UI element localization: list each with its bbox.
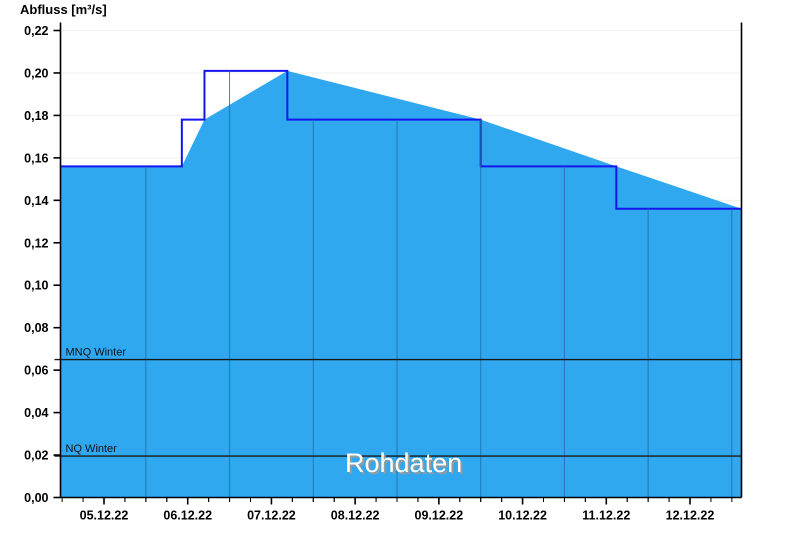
day-separator-lines (145, 70, 733, 498)
reference-line-labels: MNQ Winter NQ Winter (66, 347, 127, 456)
series-area-abfluss (60, 69, 742, 498)
watermark-shadow-text: Rohdaten (347, 450, 464, 480)
reference-lines (54, 358, 742, 457)
x-axis-tick-label: 10.12.22 (498, 509, 547, 523)
chart-title: Abfluss [m³/s] (20, 2, 107, 17)
y-axis-tick-label: 0,22 (24, 24, 48, 38)
y-axis-tick-label: 0,02 (24, 449, 48, 463)
axes (59, 22, 743, 499)
x-axis-tick-label: 05.12.22 (80, 509, 129, 523)
y-axis-tick-label: 0,12 (24, 236, 48, 250)
y-axis-tick-label: 0,06 (24, 364, 48, 378)
y-axis-tick-label: 0,14 (24, 194, 48, 208)
y-axis-tick-label: 0,08 (24, 321, 48, 335)
y-axis-tick-label: 0,20 (24, 66, 48, 80)
y-axis-tick-label: 0,10 (24, 279, 48, 293)
x-axis-tick-label: 06.12.22 (163, 509, 212, 523)
y-axis-tick-label: 0,16 (24, 151, 48, 165)
y-axis-tick-label: 0,00 (24, 491, 48, 505)
x-axis-tick-label: 07.12.22 (247, 509, 296, 523)
x-axis-tick-label: 12.12.22 (666, 509, 715, 523)
reference-label: MNQ Winter (66, 347, 127, 359)
reference-label: NQ Winter (66, 443, 118, 455)
y-axis-ticks: 0,00 0,02 0,04 0,06 0,08 0,10 0,12 0,14 0,16 0,18… (24, 24, 61, 505)
watermark-text: Rohdaten (345, 448, 462, 478)
y-axis-tick-label: 0,04 (24, 406, 48, 420)
x-axis-tick-label: 08.12.22 (331, 509, 380, 523)
y-axis-tick-label: 0,18 (24, 109, 48, 123)
x-axis-tick-label: 09.12.22 (415, 509, 464, 523)
x-axis-ticks: 05.12.22 06.12.22 07.12.22 08.12.22 09.12.22… (61, 497, 733, 523)
x-axis-tick-label: 11.12.22 (582, 509, 630, 523)
